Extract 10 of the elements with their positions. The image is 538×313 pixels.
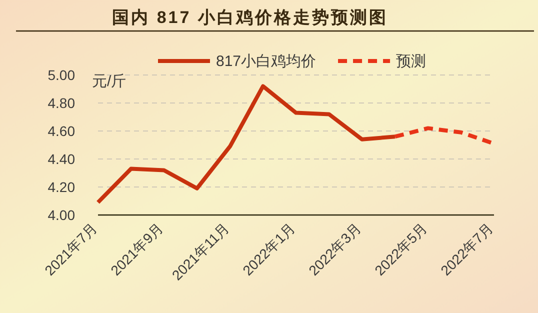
y-tick-label: 4.40 (48, 151, 76, 167)
chart-title: 国内 817 小白鸡价格走势预测图 (112, 8, 388, 27)
y-tick-label: 4.00 (48, 207, 76, 223)
y-tick-label: 4.20 (48, 179, 76, 195)
legend-label: 817小白鸡均价 (216, 53, 316, 70)
y-tick-label: 4.80 (48, 95, 76, 111)
legend-label: 预测 (396, 53, 426, 70)
y-axis-title: 元/斤 (92, 73, 126, 90)
y-tick-label: 5.00 (48, 67, 76, 83)
y-tick-label: 4.60 (48, 123, 76, 139)
